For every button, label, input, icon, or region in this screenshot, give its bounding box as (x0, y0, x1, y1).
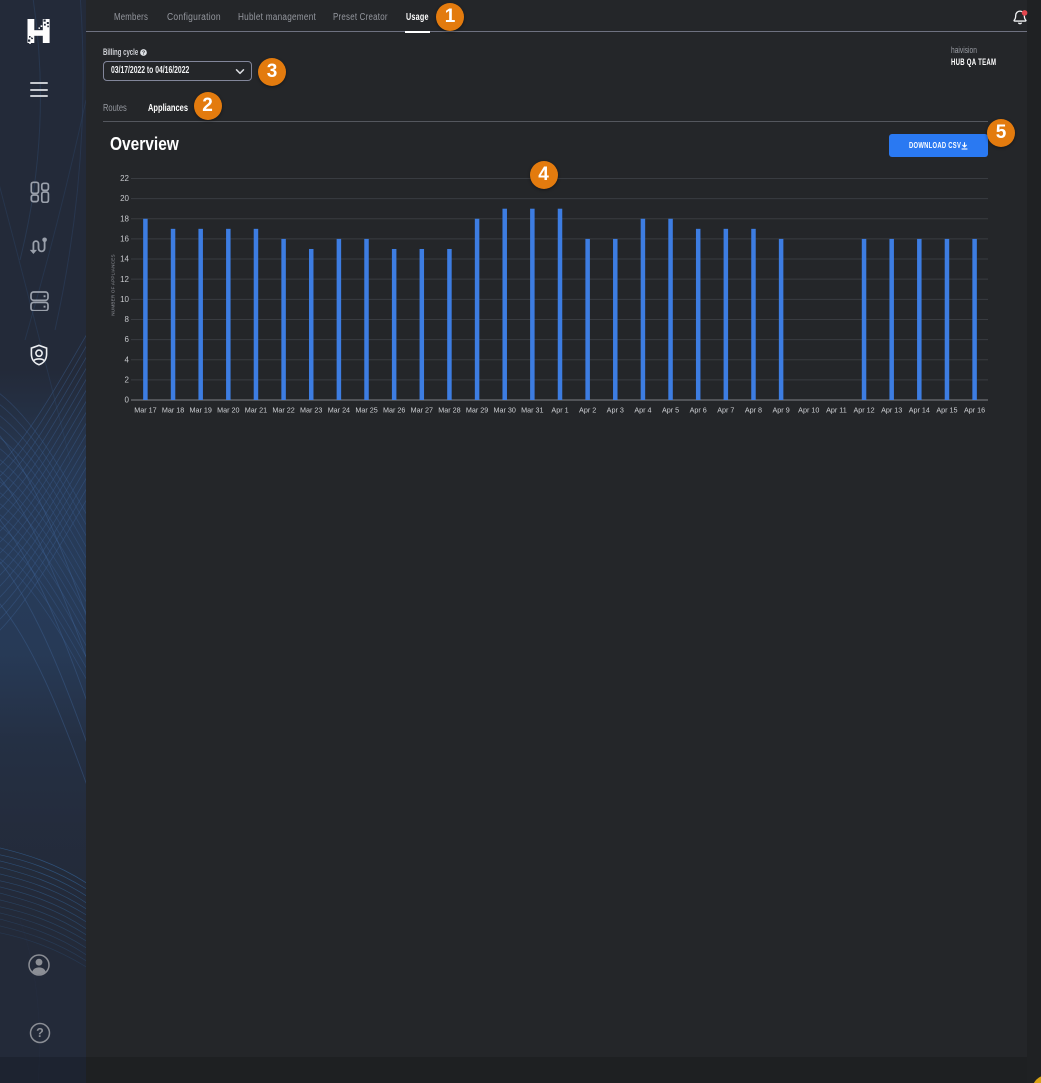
svg-text:Mar 20: Mar 20 (217, 406, 239, 415)
svg-text:Mar 19: Mar 19 (189, 406, 211, 415)
svg-text:Mar 28: Mar 28 (438, 406, 460, 415)
svg-text:Apr 13: Apr 13 (881, 406, 902, 415)
svg-text:Mar 26: Mar 26 (383, 406, 405, 415)
svg-text:Apr 7: Apr 7 (717, 406, 734, 415)
svg-text:6: 6 (125, 335, 130, 344)
svg-text:Mar 27: Mar 27 (411, 406, 433, 415)
svg-text:?: ? (142, 50, 145, 56)
svg-text:Mar 18: Mar 18 (162, 406, 184, 415)
svg-text:Apr 15: Apr 15 (936, 406, 957, 415)
svg-text:Apr 1: Apr 1 (551, 406, 568, 415)
svg-text:Mar 29: Mar 29 (466, 406, 488, 415)
svg-text:18: 18 (120, 214, 129, 223)
svg-text:Apr 9: Apr 9 (773, 406, 790, 415)
svg-text:NUMBER OF APPLIANCES: NUMBER OF APPLIANCES (111, 254, 116, 315)
svg-text:Mar 23: Mar 23 (300, 406, 322, 415)
svg-text:Apr 4: Apr 4 (634, 406, 651, 415)
svg-text:Mar 31: Mar 31 (521, 406, 543, 415)
svg-text:20: 20 (120, 194, 129, 203)
svg-text:12: 12 (120, 275, 129, 284)
svg-text:2: 2 (125, 375, 130, 384)
svg-text:Apr 16: Apr 16 (964, 406, 985, 415)
svg-text:Apr 14: Apr 14 (909, 406, 930, 415)
svg-text:0: 0 (125, 396, 130, 405)
svg-text:14: 14 (120, 255, 129, 264)
svg-text:Apr 10: Apr 10 (798, 406, 819, 415)
svg-text:Mar 24: Mar 24 (328, 406, 350, 415)
svg-text:?: ? (36, 1026, 44, 1040)
svg-text:Apr 5: Apr 5 (662, 406, 679, 415)
svg-text:Mar 21: Mar 21 (245, 406, 267, 415)
svg-text:Mar 22: Mar 22 (272, 406, 294, 415)
svg-text:16: 16 (120, 235, 129, 244)
svg-text:Mar 25: Mar 25 (355, 406, 377, 415)
svg-text:8: 8 (125, 315, 130, 324)
svg-text:22: 22 (120, 174, 129, 183)
svg-text:Apr 11: Apr 11 (826, 406, 847, 415)
svg-text:Apr 8: Apr 8 (745, 406, 762, 415)
svg-text:Apr 3: Apr 3 (607, 406, 624, 415)
svg-text:Mar 30: Mar 30 (494, 406, 516, 415)
svg-text:Apr 12: Apr 12 (853, 406, 874, 415)
svg-text:Apr 6: Apr 6 (690, 406, 707, 415)
svg-text:10: 10 (120, 295, 129, 304)
svg-text:4: 4 (125, 355, 130, 364)
svg-text:Mar 17: Mar 17 (134, 406, 156, 415)
svg-text:Apr 2: Apr 2 (579, 406, 596, 415)
